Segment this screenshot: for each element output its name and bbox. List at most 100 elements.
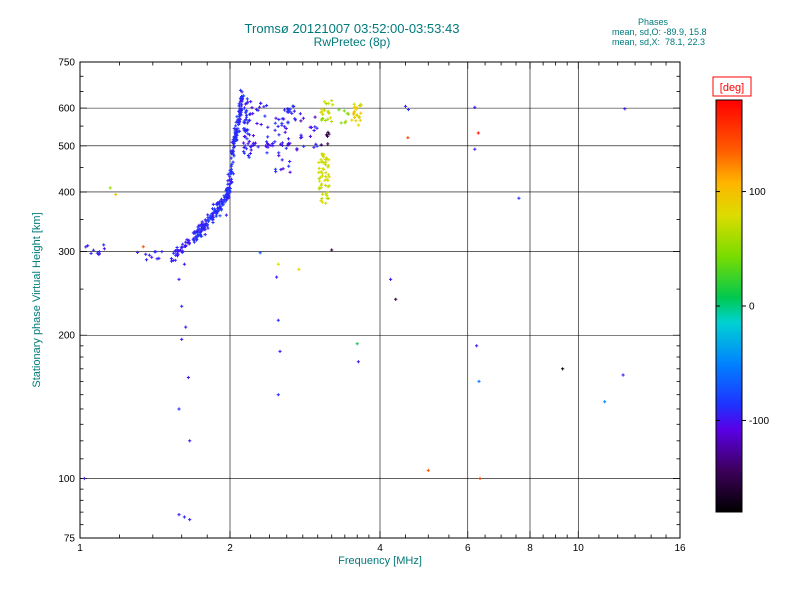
data-point [276,318,280,322]
data-point [321,167,325,171]
data-point [181,242,185,246]
x-tick-label: 8 [527,543,533,554]
data-point [477,379,481,383]
data-point [283,125,287,129]
data-point [172,251,176,255]
data-point [286,121,290,125]
data-point [246,153,250,158]
data-point [357,115,361,119]
plot-title: Tromsø 20121007 03:52:00-03:53:43 [245,21,460,36]
data-point [359,111,363,115]
data-point [108,186,112,190]
data-point [561,367,565,371]
data-point [325,190,329,194]
data-point [245,97,249,101]
data-point [194,230,198,234]
data-point [312,128,316,133]
data-point [228,175,232,179]
data-point [320,107,324,111]
data-point [188,439,192,443]
colorbar-tick-label: -100 [749,416,769,427]
data-point [319,175,323,179]
data-point [246,132,250,136]
data-point [237,114,241,118]
data-point [273,128,277,132]
data-point [231,160,235,164]
data-point [251,141,255,145]
data-point [276,124,280,128]
data-point [324,201,328,205]
data-point [240,94,244,99]
data-point [319,170,323,174]
data-point [181,250,185,254]
plot-subtitle: RwPretec (8p) [314,35,391,49]
data-point [225,193,230,197]
data-point [243,144,247,148]
data-point [210,207,215,211]
data-point [324,183,328,187]
scatter-points [82,88,627,522]
data-point [355,342,359,346]
data-point [84,245,88,249]
data-point [180,304,184,308]
data-point [517,196,521,200]
data-point [259,101,263,105]
data-point [324,175,328,179]
data-point [327,111,331,115]
x-tick-label: 1 [77,543,83,554]
data-point [236,120,240,124]
data-point [279,168,283,172]
data-point [327,158,331,162]
colorbar-tick-label: 0 [749,302,755,313]
data-point [299,119,303,123]
data-point [314,142,318,146]
data-point [324,171,328,175]
data-point [199,224,203,228]
data-point [175,245,179,250]
data-point [239,88,243,92]
data-point [321,160,325,164]
data-point [359,102,363,106]
data-point [326,173,330,177]
data-point [280,143,284,147]
data-point [262,105,266,109]
data-point [244,115,249,119]
data-point [184,325,188,329]
data-point [247,133,252,137]
data-point [233,135,237,140]
data-point [352,110,356,114]
data-point [249,100,253,104]
data-point [217,208,221,212]
data-point [206,216,210,220]
data-point [177,249,181,253]
data-point [320,192,325,196]
data-point [245,137,249,141]
data-point [339,121,343,125]
data-point [263,114,267,118]
data-point [277,154,281,158]
data-point [326,185,330,189]
deg-label-box [712,76,752,97]
data-point [211,218,215,222]
data-point [169,259,174,263]
data-point [301,116,305,120]
data-point [203,218,207,222]
data-point [352,102,356,106]
data-point [345,111,349,115]
data-point [321,112,325,116]
data-point [317,160,321,165]
data-point [326,178,330,183]
data-point [389,277,393,281]
x-tick-label: 10 [573,543,585,554]
data-point [192,240,196,244]
data-point [288,170,292,174]
data-point [356,123,360,127]
data-point [213,209,217,213]
data-point [287,164,291,168]
x-tick-label: 4 [377,543,383,554]
data-point [239,113,243,117]
data-point [89,251,93,255]
data-point [313,125,317,129]
data-point [276,262,280,266]
